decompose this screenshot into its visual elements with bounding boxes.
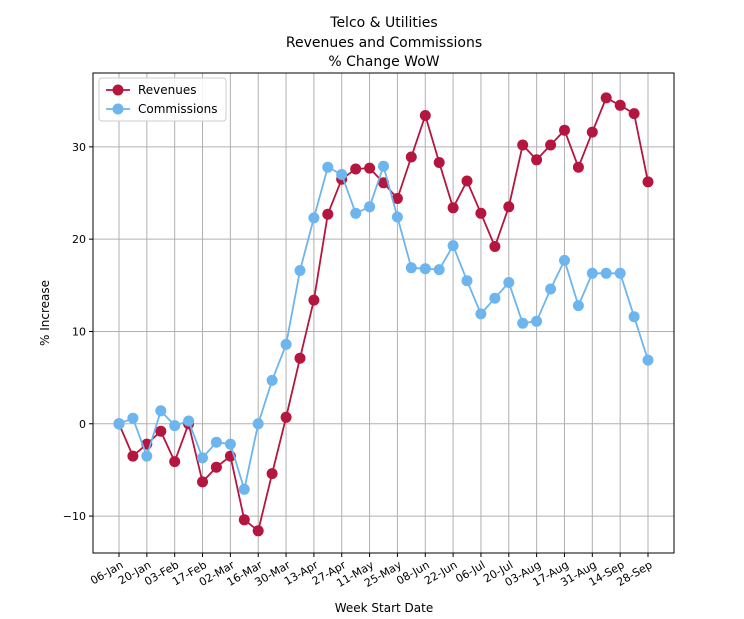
legend-marker-commissions bbox=[112, 103, 124, 115]
data-point-commissions bbox=[475, 308, 487, 320]
data-point-revenues bbox=[572, 161, 584, 173]
data-point-commissions bbox=[169, 420, 181, 432]
y-tick-label: 30 bbox=[72, 141, 86, 154]
data-point-revenues bbox=[586, 126, 598, 138]
legend-marker-revenues bbox=[112, 84, 124, 96]
data-point-revenues bbox=[266, 468, 278, 480]
data-point-commissions bbox=[266, 374, 278, 386]
data-point-revenues bbox=[559, 124, 570, 136]
data-point-commissions bbox=[642, 354, 654, 366]
data-point-revenues bbox=[391, 193, 403, 204]
data-point-revenues bbox=[210, 461, 222, 473]
data-point-commissions bbox=[586, 267, 598, 279]
axis-ticks: −10010203006-Jan20-Jan03-Feb17-Feb02-Mar… bbox=[63, 141, 655, 590]
data-point-revenues bbox=[127, 450, 139, 462]
data-point-commissions bbox=[405, 262, 417, 274]
data-point-commissions bbox=[572, 300, 584, 312]
chart-subtitle-line-1: Revenues and Commissions bbox=[286, 35, 482, 51]
series-line-commissions bbox=[118, 165, 649, 491]
data-point-revenues bbox=[614, 99, 626, 111]
data-point-commissions bbox=[364, 201, 376, 213]
data-point-revenues bbox=[447, 202, 459, 214]
data-point-commissions bbox=[224, 438, 236, 450]
data-point-commissions bbox=[113, 418, 125, 430]
data-point-revenues bbox=[628, 108, 640, 120]
data-point-commissions bbox=[531, 315, 543, 327]
data-point-revenues bbox=[280, 411, 292, 423]
data-point-commissions bbox=[614, 267, 626, 279]
data-point-commissions bbox=[461, 275, 473, 287]
y-tick-label: 0 bbox=[79, 418, 86, 431]
data-point-revenues bbox=[600, 92, 612, 104]
y-tick-label: 10 bbox=[72, 325, 86, 338]
x-tick-label: 06-Jul bbox=[453, 558, 487, 585]
y-axis-label: % Increase bbox=[38, 280, 52, 346]
data-point-revenues bbox=[364, 162, 376, 174]
y-tick-label: 20 bbox=[72, 233, 86, 246]
data-point-revenues bbox=[169, 456, 181, 468]
data-point-commissions bbox=[155, 405, 167, 417]
legend-label-commissions: Commissions bbox=[138, 102, 217, 116]
data-point-commissions bbox=[308, 212, 320, 224]
data-point-revenues bbox=[531, 154, 543, 166]
data-point-revenues bbox=[350, 163, 362, 175]
data-point-commissions bbox=[336, 169, 348, 180]
data-point-commissions bbox=[141, 450, 153, 462]
data-point-revenues bbox=[155, 425, 167, 437]
data-point-commissions bbox=[322, 161, 334, 173]
data-point-revenues bbox=[489, 241, 501, 252]
data-point-commissions bbox=[197, 452, 208, 464]
data-point-commissions bbox=[378, 160, 389, 172]
x-axis-label: Week Start Date bbox=[335, 601, 434, 615]
data-point-revenues bbox=[503, 201, 515, 213]
data-point-commissions bbox=[503, 277, 515, 288]
data-point-revenues bbox=[378, 177, 389, 189]
chart-subtitle-line-2: % Change WoW bbox=[328, 54, 439, 70]
data-point-revenues bbox=[308, 294, 320, 306]
data-point-revenues bbox=[419, 110, 431, 121]
data-point-revenues bbox=[294, 352, 306, 364]
chart-title: Telco & Utilities bbox=[329, 15, 437, 31]
data-point-commissions bbox=[600, 267, 612, 279]
data-point-commissions bbox=[433, 264, 445, 276]
data-point-commissions bbox=[350, 207, 362, 219]
data-point-commissions bbox=[252, 418, 264, 430]
data-point-commissions bbox=[294, 265, 306, 276]
data-point-commissions bbox=[127, 412, 139, 424]
legend-box bbox=[98, 77, 227, 122]
data-point-commissions bbox=[517, 317, 529, 329]
data-point-commissions bbox=[238, 483, 250, 495]
data-point-commissions bbox=[280, 338, 292, 350]
data-point-commissions bbox=[447, 240, 459, 252]
legend: Revenues Commissions bbox=[98, 77, 227, 122]
data-point-commissions bbox=[183, 415, 195, 427]
data-point-revenues bbox=[461, 175, 473, 187]
data-point-revenues bbox=[405, 151, 417, 163]
data-point-revenues bbox=[475, 207, 487, 219]
data-point-revenues bbox=[433, 157, 445, 168]
data-point-commissions bbox=[391, 211, 403, 223]
data-point-revenues bbox=[238, 514, 250, 526]
data-point-revenues bbox=[545, 139, 557, 151]
data-point-commissions bbox=[559, 254, 570, 266]
data-point-commissions bbox=[419, 263, 431, 275]
data-point-revenues bbox=[252, 525, 264, 537]
data-point-revenues bbox=[642, 176, 654, 188]
data-point-commissions bbox=[628, 311, 640, 323]
data-point-revenues bbox=[322, 208, 334, 220]
data-point-revenues bbox=[517, 139, 529, 151]
data-point-commissions bbox=[489, 292, 501, 304]
data-point-commissions bbox=[545, 283, 557, 295]
series-layer bbox=[113, 92, 654, 537]
y-tick-label: −10 bbox=[63, 510, 86, 523]
plot-area-frame bbox=[92, 72, 675, 554]
gridlines bbox=[93, 73, 674, 553]
legend-label-revenues: Revenues bbox=[138, 83, 197, 97]
data-point-commissions bbox=[210, 436, 222, 448]
data-point-revenues bbox=[197, 476, 208, 488]
